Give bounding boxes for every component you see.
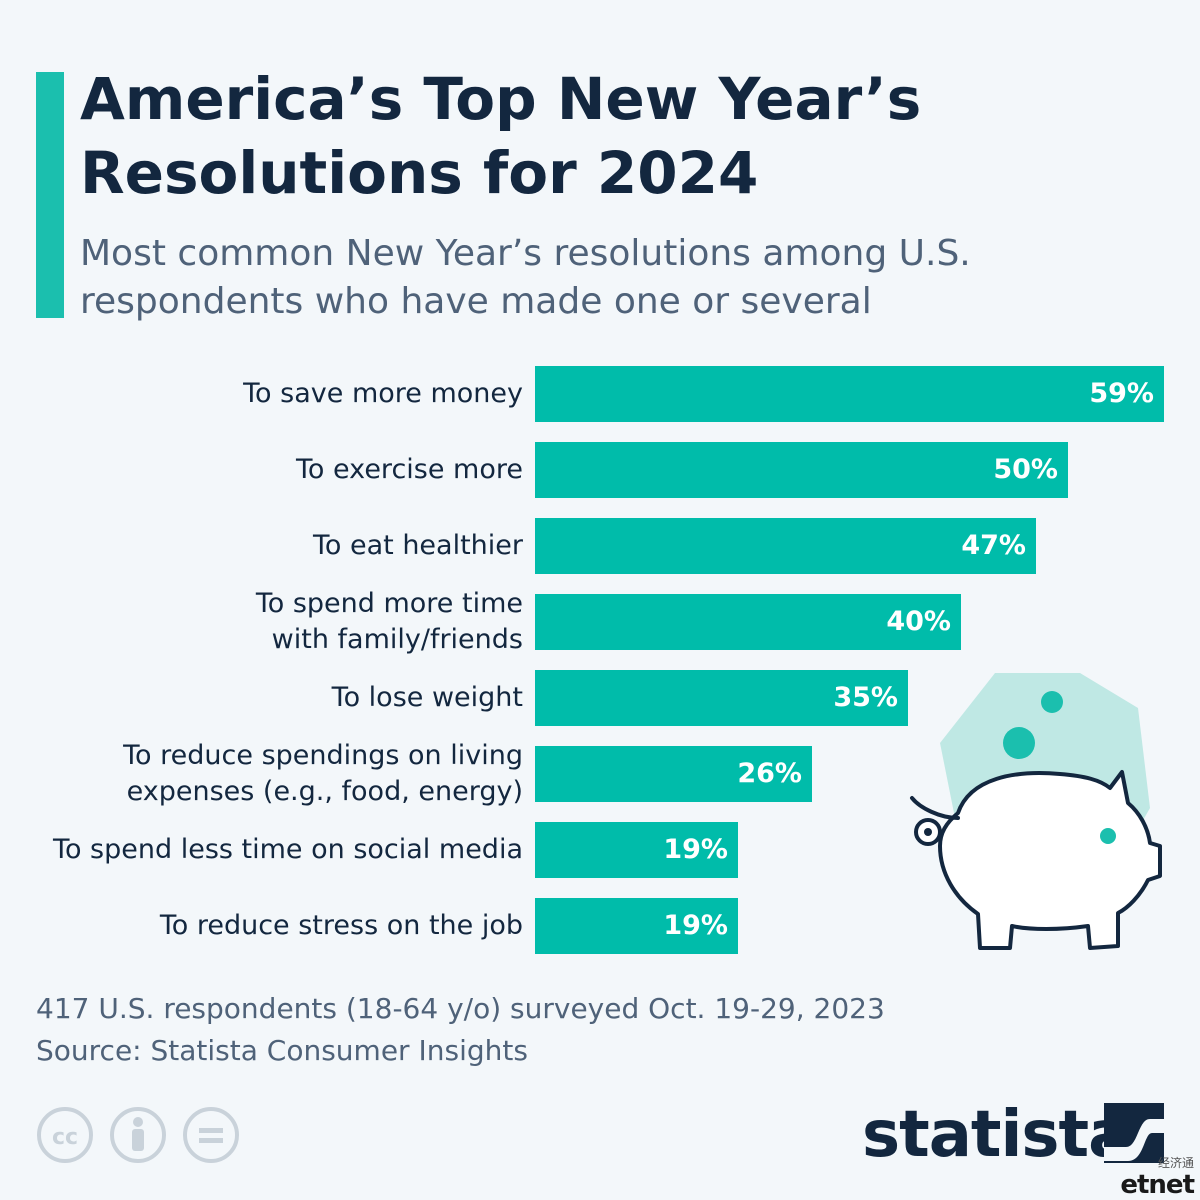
- category-label-line: To lose weight: [331, 682, 523, 713]
- bar-value-label: 50%: [993, 454, 1058, 485]
- bar-value-label: 40%: [886, 606, 951, 637]
- category-label-line: To save more money: [243, 378, 523, 409]
- category-label-line: To eat healthier: [312, 530, 523, 561]
- etnet-watermark: 经济通 etnet: [1120, 1150, 1200, 1200]
- etnet-cn-text: 经济通: [1157, 1156, 1194, 1170]
- bar: 19%: [535, 822, 738, 878]
- attribution-icon[interactable]: [110, 1107, 166, 1163]
- bar-category-label: To reduce stress on the job: [3, 898, 523, 954]
- category-label-line: To reduce stress on the job: [159, 910, 523, 941]
- bar-value-label: 59%: [1089, 378, 1154, 409]
- no-derivatives-icon[interactable]: [183, 1107, 239, 1163]
- footnote: 417 U.S. respondents (18-64 y/o) surveye…: [36, 988, 885, 1072]
- bar: 40%: [535, 594, 961, 650]
- svg-text:cc: cc: [52, 1125, 78, 1150]
- bar: 59%: [535, 366, 1164, 422]
- survey-note: 417 U.S. respondents (18-64 y/o) surveye…: [36, 992, 885, 1025]
- bar-value-label: 35%: [833, 682, 898, 713]
- bar: 35%: [535, 670, 908, 726]
- category-label-line: To reduce spendings on living: [123, 740, 523, 771]
- category-label-line: To exercise more: [296, 454, 523, 485]
- bar-value-label: 19%: [663, 910, 728, 941]
- bar-category-label: To eat healthier: [3, 518, 523, 574]
- category-label-line: with family/friends: [271, 624, 523, 655]
- chart-subtitle: Most common New Year’s resolutions among…: [80, 233, 971, 322]
- bar-category-label: To spend more time with family/friends: [3, 588, 523, 655]
- bar-value-label: 19%: [663, 834, 728, 865]
- category-label-line: expenses (e.g., food, energy): [126, 776, 523, 807]
- bar-value-label: 47%: [961, 530, 1026, 561]
- title-accent-bar: [36, 72, 64, 318]
- bar-category-label: To reduce spendings on living expenses (e…: [3, 740, 523, 807]
- bar-row: To reduce stress on the job 19%: [0, 898, 1200, 954]
- cc-icon[interactable]: cc: [37, 1107, 93, 1163]
- bar-category-label: To save more money: [3, 366, 523, 422]
- bar: 26%: [535, 746, 812, 802]
- bar-row: To spend less time on social media 19%: [0, 822, 1200, 878]
- bar-row: To spend more time with family/friends 40%: [0, 588, 1200, 655]
- statista-logo-icon: [1104, 1103, 1164, 1163]
- bar: 47%: [535, 518, 1036, 574]
- etnet-text: etnet: [1120, 1170, 1195, 1200]
- category-label-line: To spend less time on social media: [53, 834, 523, 865]
- piggy-bank-icon: [910, 673, 1162, 950]
- statista-wordmark: statista: [862, 1098, 1131, 1172]
- chart-title: America’s Top New Year’s Resolutions for…: [80, 65, 922, 207]
- bar-row: To exercise more 50%: [0, 442, 1200, 498]
- bar-chart: To save more money 59% To exercise more 50%…: [0, 355, 1200, 965]
- category-label-line: To spend more time: [255, 588, 523, 619]
- bar: 50%: [535, 442, 1068, 498]
- bar-category-label: To lose weight: [3, 670, 523, 726]
- bar-category-label: To exercise more: [3, 442, 523, 498]
- bar-row: To save more money 59%: [0, 366, 1200, 422]
- bar-category-label: To spend less time on social media: [3, 822, 523, 878]
- bar-row: To reduce spendings on living expenses (e…: [0, 740, 1200, 807]
- bar-row: To lose weight 35%: [0, 670, 1200, 726]
- source-text: Source: Statista Consumer Insights: [36, 1034, 528, 1067]
- bar: 19%: [535, 898, 738, 954]
- bar-value-label: 26%: [737, 758, 802, 789]
- bar-row: To eat healthier 47%: [0, 518, 1200, 574]
- license-icons: cc: [37, 1107, 239, 1163]
